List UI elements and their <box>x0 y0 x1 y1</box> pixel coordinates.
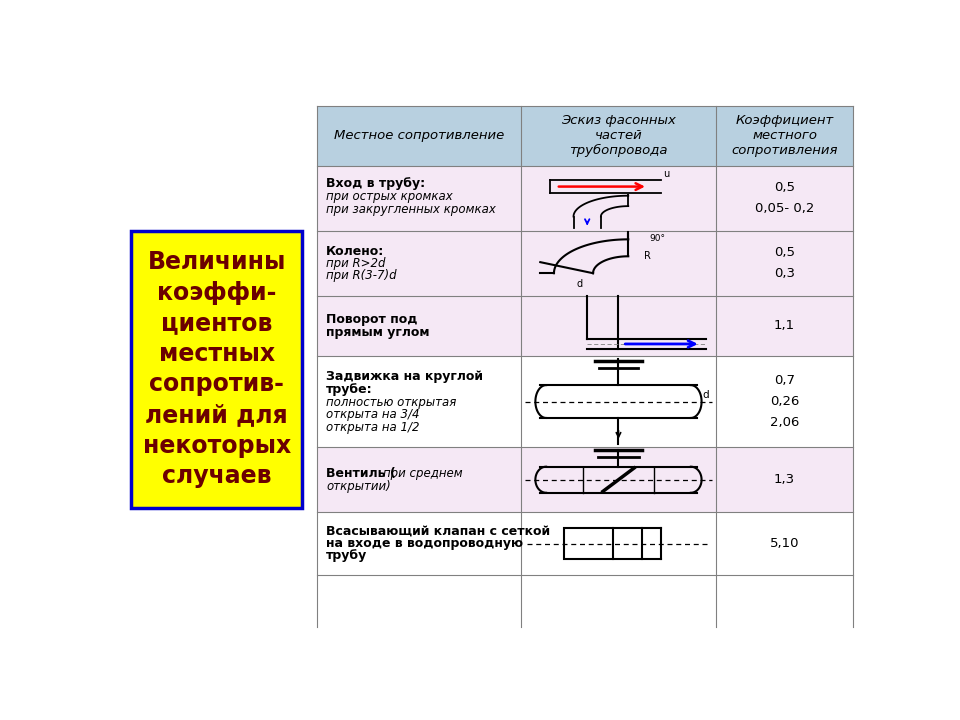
Text: 1,3: 1,3 <box>774 473 795 486</box>
Text: Величины
коэффи-
циентов
местных
сопротив-
лений для
некоторых
случаев: Величины коэффи- циентов местных сопроти… <box>143 250 291 488</box>
Text: при острых кромках: при острых кромках <box>326 189 453 202</box>
Bar <box>317 447 852 513</box>
Text: 0,5
0,05- 0,2: 0,5 0,05- 0,2 <box>755 181 814 215</box>
Text: Всасывающий клапан с сеткой: Всасывающий клапан с сеткой <box>326 525 550 538</box>
Bar <box>317 231 852 296</box>
Text: при среднем: при среднем <box>383 467 463 480</box>
Text: Вентиль (: Вентиль ( <box>326 467 396 480</box>
Text: 0,5
0,3: 0,5 0,3 <box>774 246 795 281</box>
Bar <box>317 166 852 231</box>
Text: 0,7
0,26
2,06: 0,7 0,26 2,06 <box>770 374 800 429</box>
Text: прямым углом: прямым углом <box>326 326 429 339</box>
Bar <box>317 356 852 447</box>
Text: открыта на 3/4: открыта на 3/4 <box>326 408 420 420</box>
Text: d: d <box>703 390 709 400</box>
Text: d: d <box>576 279 583 289</box>
Text: Вход в трубу:: Вход в трубу: <box>326 177 425 190</box>
Text: трубу: трубу <box>326 549 368 562</box>
Text: на входе в водопроводную: на входе в водопроводную <box>326 537 523 550</box>
Text: открыта на 1/2: открыта на 1/2 <box>326 420 420 433</box>
Bar <box>317 106 852 166</box>
Text: Эскиз фасонных
частей
трубопровода: Эскиз фасонных частей трубопровода <box>561 114 676 157</box>
Text: при закругленных кромках: при закругленных кромках <box>326 203 496 216</box>
Text: R: R <box>644 251 651 261</box>
Text: при R>2d: при R>2d <box>326 257 386 270</box>
Text: 90°: 90° <box>650 234 666 243</box>
Text: полностью открытая: полностью открытая <box>326 395 456 409</box>
Text: трубе:: трубе: <box>326 383 372 396</box>
Text: Задвижка на круглой: Задвижка на круглой <box>326 370 483 383</box>
Bar <box>317 296 852 356</box>
Bar <box>564 528 642 559</box>
Text: 1,1: 1,1 <box>774 320 795 333</box>
Bar <box>132 230 302 508</box>
Text: 5,10: 5,10 <box>770 537 800 550</box>
Text: Поворот под: Поворот под <box>326 313 418 326</box>
Text: при R(3-7)d: при R(3-7)d <box>326 269 396 282</box>
Bar <box>317 513 852 575</box>
Text: Колено:: Колено: <box>326 245 384 258</box>
Text: Местное сопротивление: Местное сопротивление <box>334 130 504 143</box>
Text: u: u <box>663 168 670 179</box>
Text: открытии): открытии) <box>326 480 391 493</box>
Text: Коэффициент
местного
сопротивления: Коэффициент местного сопротивления <box>732 114 838 157</box>
